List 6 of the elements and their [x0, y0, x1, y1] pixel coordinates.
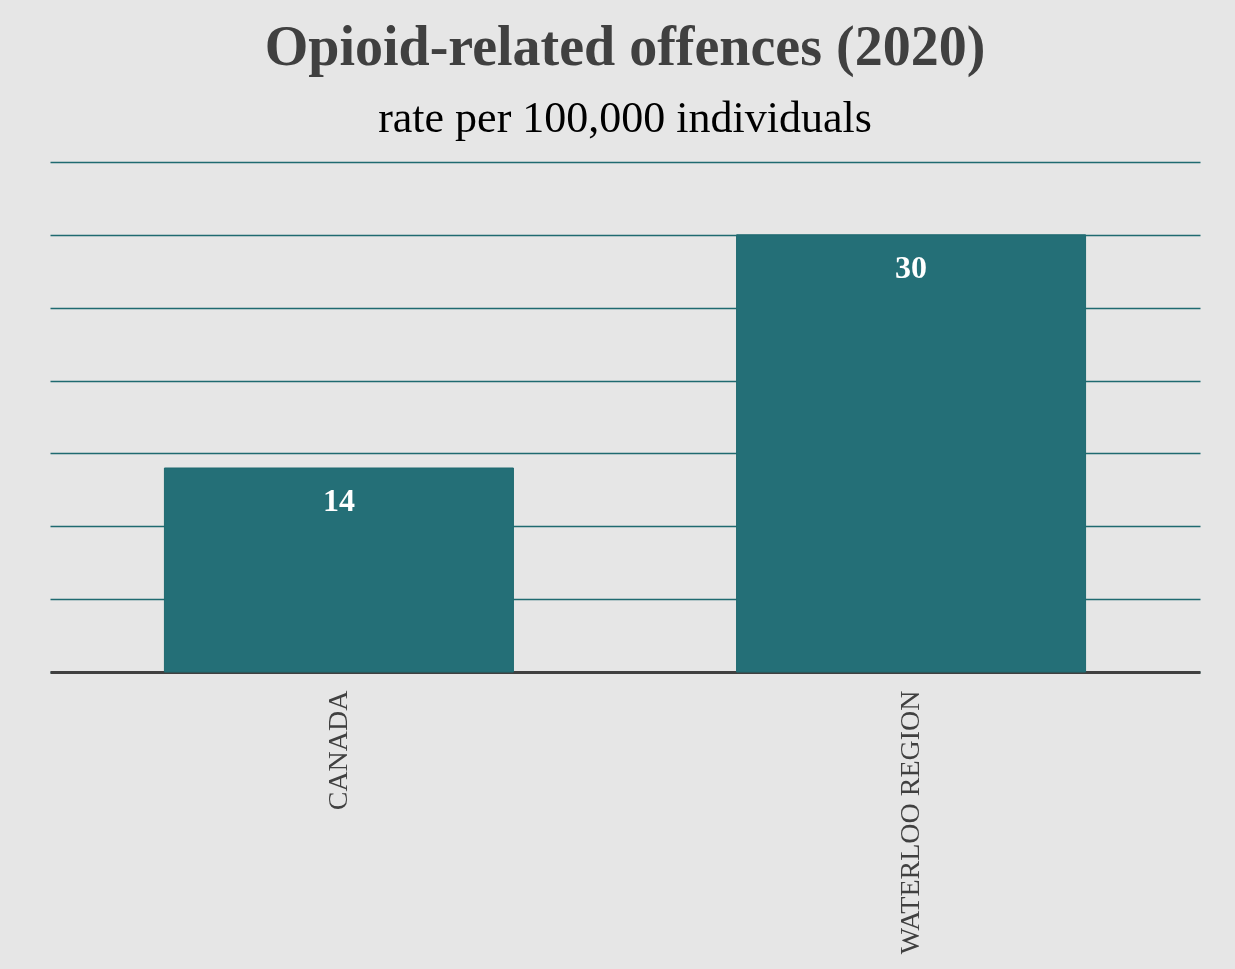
chart-title: Opioid-related offences (2020): [264, 15, 986, 78]
data-label: 30: [895, 248, 928, 285]
x-tick-label: CANADA: [321, 689, 353, 811]
x-tick-label: WATERLOO REGION: [894, 690, 926, 955]
data-label: 14: [322, 482, 355, 518]
chart-subtitle: rate per 100,000 individuals: [378, 93, 872, 142]
